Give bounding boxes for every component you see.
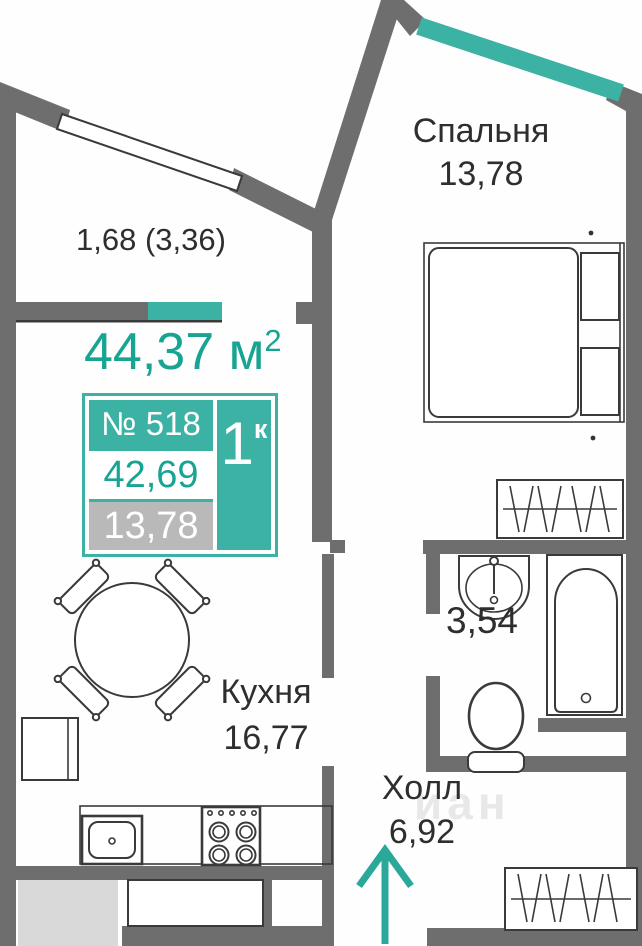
hall-label: Холл 6,92: [366, 766, 478, 854]
hall-area: 6,92: [388, 813, 456, 852]
bathroom-area-label: 3,54: [446, 600, 519, 641]
chair-symbol: [53, 665, 110, 722]
rooms-suffix: к: [253, 414, 268, 444]
chair-symbol: [154, 665, 211, 722]
kitchen-sink-symbol: [80, 814, 144, 866]
wall-bathroom-left-lower: [426, 676, 440, 758]
apartment-total-area: 42,69: [89, 448, 213, 499]
wall-top-stub: [381, 0, 426, 36]
apartment-number: № 518: [89, 400, 213, 448]
wall-tick-balcony: [296, 302, 314, 324]
plan-dot: [588, 230, 594, 236]
apartment-living-area: 13,78: [89, 499, 213, 550]
wall-left: [0, 96, 16, 946]
wall-kitchen-hall-lower: [322, 766, 334, 946]
bedroom-name: Спальня: [412, 112, 550, 150]
bedroom-window-band: [416, 17, 624, 102]
watermark: иан: [414, 777, 511, 829]
wall-balcony-horizontal: [16, 302, 148, 322]
bedroom-wardrobe-symbol: [496, 479, 624, 539]
kitchen-label: Кухня 16,77: [198, 670, 334, 762]
washbasin-symbol: [458, 555, 530, 620]
rooms-number: 1: [220, 410, 254, 477]
plan-dot: [590, 435, 596, 441]
wall-bedroom-diagonal: [313, 0, 403, 220]
chair-symbol: [53, 558, 110, 615]
windows: [16, 17, 624, 323]
toilet-symbol: [467, 681, 525, 773]
kitchen-window-band: [148, 302, 222, 322]
wall-right: [626, 100, 642, 946]
wall-kitchen-bottom: [16, 866, 334, 880]
hall-name: Холл: [381, 769, 463, 807]
fridge-symbol: [21, 717, 79, 781]
wall-balcony-diagonal-left: [0, 82, 70, 132]
kitchen-name: Кухня: [220, 673, 312, 711]
outside-gray-block: [18, 880, 118, 946]
wall-kitchen-hall-upper: [322, 554, 334, 678]
wall-outside-bottom: [122, 926, 334, 946]
hall-wardrobe-symbol: [504, 867, 638, 931]
wall-bathtub-bottom: [538, 718, 626, 732]
wall-balcony-diagonal-right: [229, 168, 318, 232]
balcony-wall-line: [16, 320, 222, 323]
wall-tick-bedroom-door: [330, 540, 345, 553]
apartment-badge-left: № 518 42,69 13,78: [89, 400, 213, 550]
wall-hall-bottom: [427, 928, 642, 946]
wall-outside-vertical: [263, 880, 272, 926]
total-area-sup: 2: [264, 323, 282, 358]
stove-symbol: [200, 805, 262, 867]
bathtub-symbol: [546, 554, 623, 716]
entrance-arrow-icon: [356, 844, 414, 944]
balcony-window-icon: [55, 112, 244, 193]
bed-symbol: [423, 242, 625, 423]
outside-niche: [127, 879, 264, 927]
balcony-area-label: 1,68 (3,36): [76, 222, 226, 257]
wall-bathroom-left-upper: [426, 554, 440, 614]
wall-bedroom-bottom: [423, 540, 642, 554]
chair-symbol: [154, 558, 211, 615]
wall-kitchen-bedroom: [312, 212, 332, 542]
dining-table-symbol: [74, 582, 190, 698]
total-area-value: 44,37 м: [84, 323, 265, 381]
bedroom-area: 13,78: [438, 154, 524, 193]
bedroom-label: Спальня 13,78: [395, 110, 567, 195]
total-area-label: 44,37 м2: [84, 322, 282, 382]
kitchen-area: 16,77: [223, 718, 309, 757]
